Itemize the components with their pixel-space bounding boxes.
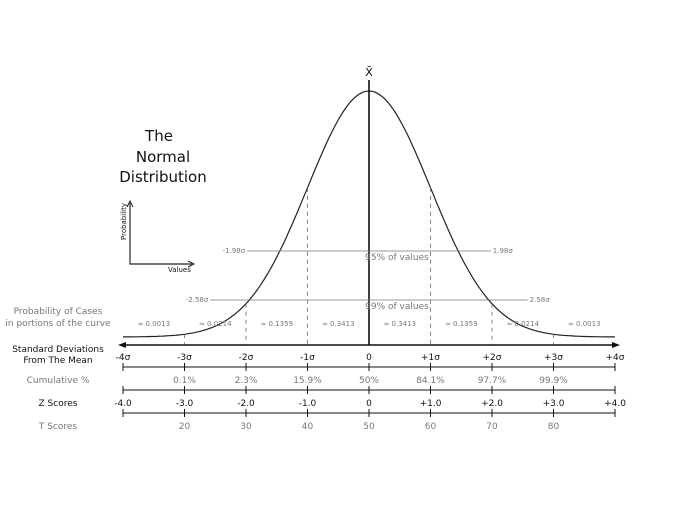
probability-row-label: Probability of Cases [14, 307, 103, 317]
mini-axes: Probability Values [120, 199, 196, 274]
probability-value: ≈ 0.0214 [199, 320, 232, 328]
interval-right-label: 2.58σ [530, 296, 551, 304]
interval-left-label: -1.98σ [223, 247, 246, 255]
std-dev-value: -2σ [239, 353, 254, 363]
z-score-value: +3.0 [543, 399, 565, 409]
t-score-value: 50 [363, 422, 375, 432]
std-dev-value: +3σ [544, 353, 563, 363]
t-score-value: 70 [486, 422, 498, 432]
t-scores-row-label: T Scores [38, 422, 78, 432]
z-score-value: -4.0 [114, 399, 132, 409]
std-dev-value: -3σ [177, 353, 192, 363]
std-dev-value: +2σ [483, 353, 502, 363]
std-dev-value: +4σ [606, 353, 625, 363]
z-scores-row-label: Z Scores [39, 399, 78, 409]
cumulative-value: 0.1% [173, 376, 196, 386]
probability-value: ≈ 0.1359 [445, 320, 478, 328]
interval-text: 95% of values [365, 253, 429, 263]
interval-text: 99% of values [365, 302, 429, 312]
mini-y-label: Probability [120, 203, 128, 240]
cumulative-value: 2.3% [235, 376, 258, 386]
mini-x-label: Values [168, 266, 191, 274]
cumulative-value: 50% [359, 376, 379, 386]
axis-arrow-left [118, 342, 126, 348]
z-score-value: +2.0 [481, 399, 503, 409]
z-score-value: -3.0 [176, 399, 194, 409]
t-score-value: 80 [548, 422, 560, 432]
t-score-value: 20 [179, 422, 191, 432]
cumulative-value: 84.1% [416, 376, 445, 386]
probability-value: ≈ 0.3413 [322, 320, 355, 328]
std-dev-value: -4σ [116, 353, 131, 363]
z-score-value: -1.0 [299, 399, 317, 409]
std-dev-row-label: Standard Deviations [12, 345, 104, 355]
cumulative-value: 97.7% [478, 376, 507, 386]
title-line-3: Distribution [119, 168, 207, 186]
mean-symbol: X̄ [365, 66, 373, 79]
cumulative-row-label: Cumulative % [27, 376, 90, 386]
t-score-value: 60 [425, 422, 437, 432]
t-score-value: 30 [240, 422, 252, 432]
interval-right-label: 1.98σ [493, 247, 514, 255]
z-score-value: +1.0 [420, 399, 442, 409]
z-score-value: -2.0 [237, 399, 255, 409]
probability-value: ≈ 0.1359 [260, 320, 293, 328]
probability-value: ≈ 0.0013 [568, 320, 601, 328]
probability-value: ≈ 0.0214 [506, 320, 539, 328]
title-line-2: Normal [136, 148, 190, 166]
z-score-value: 0 [366, 399, 372, 409]
interval-left-label: -2.58σ [186, 296, 209, 304]
z-score-value: +4.0 [604, 399, 626, 409]
probability-value: ≈ 0.0013 [137, 320, 170, 328]
std-dev-row-label: From The Mean [23, 356, 92, 366]
cumulative-value: 15.9% [293, 376, 322, 386]
axis-arrow-right [612, 342, 620, 348]
t-score-value: 40 [302, 422, 314, 432]
cumulative-value: 99.9% [539, 376, 568, 386]
probability-value: ≈ 0.3413 [383, 320, 416, 328]
std-dev-value: 0 [366, 353, 372, 363]
std-dev-value: -1σ [300, 353, 315, 363]
std-dev-value: +1σ [421, 353, 440, 363]
probability-row-label: in portions of the curve [5, 319, 111, 329]
title-line-1: The [144, 127, 173, 145]
